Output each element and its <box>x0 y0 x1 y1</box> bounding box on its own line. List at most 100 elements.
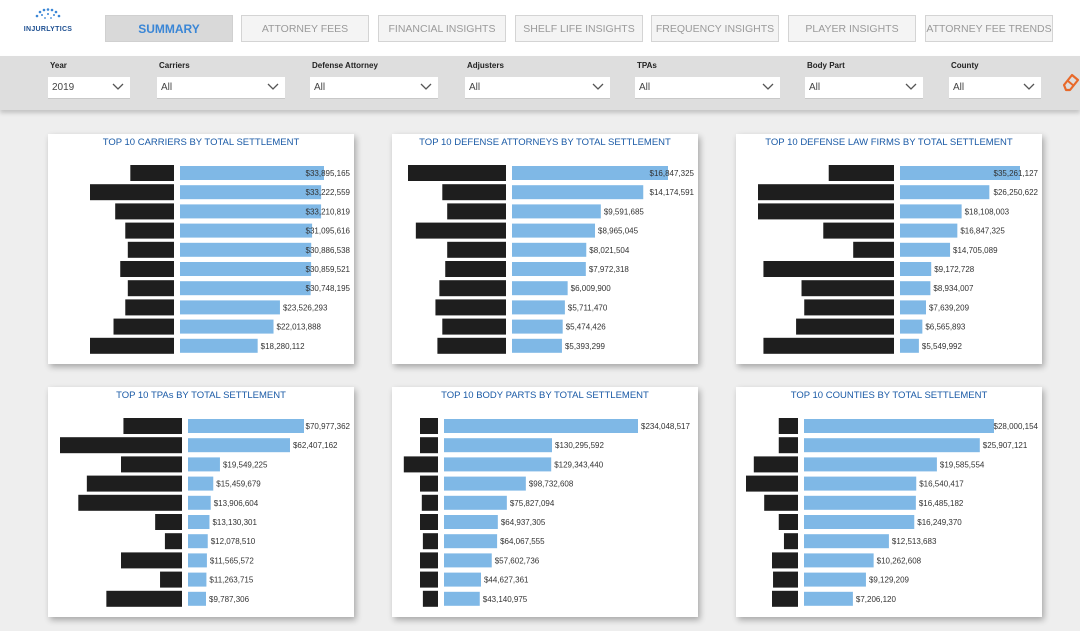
data-label: $14,705,089 <box>953 246 998 255</box>
data-label: $7,206,120 <box>856 595 897 604</box>
year-dropdown-value: 2019 <box>52 82 75 93</box>
bar[interactable] <box>804 572 866 587</box>
bar[interactable] <box>900 338 919 353</box>
bar[interactable] <box>512 262 586 276</box>
bar[interactable] <box>900 185 990 200</box>
body-part-dropdown[interactable]: All <box>805 77 923 99</box>
tab-summary[interactable]: SUMMARY <box>105 15 233 42</box>
bar[interactable] <box>900 281 931 296</box>
chevron-down-icon <box>267 83 279 90</box>
bar[interactable] <box>188 476 214 491</box>
data-label: $9,172,728 <box>934 265 975 274</box>
tpas-dropdown[interactable]: All <box>635 77 780 99</box>
redacted-category-label <box>415 222 506 239</box>
bar[interactable] <box>900 300 926 315</box>
bar[interactable] <box>180 204 322 219</box>
chevron-down-icon <box>592 83 604 90</box>
bar[interactable] <box>900 242 951 257</box>
bar[interactable] <box>900 204 962 219</box>
bar[interactable] <box>900 166 1020 180</box>
redacted-category-label <box>772 552 798 569</box>
chart-title: TOP 10 DEFENSE LAW FIRMS BY TOTAL SETTLE… <box>765 137 1013 148</box>
redacted-category-label <box>130 165 174 181</box>
tab-attorney-fee-trends[interactable]: ATTORNEY FEE TRENDS <box>925 15 1053 42</box>
defense-attorney-dropdown[interactable]: All <box>310 77 438 99</box>
bar[interactable] <box>512 204 601 219</box>
bar[interactable] <box>804 495 916 510</box>
bar[interactable] <box>444 438 553 453</box>
bar[interactable] <box>188 534 208 549</box>
bar[interactable] <box>512 281 568 296</box>
redacted-category-label <box>753 456 798 473</box>
bar[interactable] <box>188 515 210 529</box>
redacted-category-label <box>823 222 894 239</box>
bar[interactable] <box>512 166 668 180</box>
bar[interactable] <box>512 338 562 353</box>
bar[interactable] <box>512 319 563 334</box>
bar[interactable] <box>180 338 258 353</box>
bar[interactable] <box>444 419 638 433</box>
bar[interactable] <box>180 319 274 334</box>
bar[interactable] <box>444 534 498 549</box>
bar[interactable] <box>444 476 526 491</box>
bar[interactable] <box>512 223 596 238</box>
bar[interactable] <box>512 185 644 200</box>
bar[interactable] <box>804 553 874 568</box>
chart-card-defense-attorneys: TOP 10 DEFENSE ATTORNEYS BY TOTAL SETTLE… <box>392 134 698 364</box>
county-dropdown[interactable]: All <box>949 77 1041 99</box>
bar[interactable] <box>900 223 958 238</box>
bar[interactable] <box>180 185 322 200</box>
bar[interactable] <box>900 319 923 334</box>
bar[interactable] <box>804 534 889 549</box>
bar[interactable] <box>188 553 207 568</box>
tab-financial-insights[interactable]: FINANCIAL INSIGHTS <box>378 15 506 42</box>
year-dropdown[interactable]: 2019 <box>48 77 130 99</box>
bar[interactable] <box>180 223 313 238</box>
tab-player-insights[interactable]: PLAYER INSIGHTS <box>788 15 916 42</box>
redacted-category-label <box>763 337 894 354</box>
data-label: $26,250,622 <box>994 188 1039 197</box>
bar[interactable] <box>444 572 481 587</box>
tab-attorney-fees[interactable]: ATTORNEY FEES <box>241 15 369 42</box>
data-label: $8,965,045 <box>598 227 639 236</box>
eraser-icon[interactable] <box>1060 71 1080 93</box>
bar[interactable] <box>180 262 312 276</box>
bar[interactable] <box>804 515 915 529</box>
bar[interactable] <box>512 242 587 257</box>
adjusters-dropdown[interactable]: All <box>465 77 610 99</box>
bar[interactable] <box>180 300 280 315</box>
bar[interactable] <box>180 242 312 257</box>
redacted-category-label <box>78 494 182 511</box>
bar[interactable] <box>444 495 507 510</box>
top-nav-bar: INJURLYTICS SUMMARY ATTORNEY FEES FINANC… <box>0 0 1080 56</box>
bar[interactable] <box>900 262 932 276</box>
bar[interactable] <box>444 515 498 529</box>
bar[interactable] <box>188 457 220 472</box>
bar[interactable] <box>804 419 994 433</box>
data-label: $33,222,559 <box>306 188 351 197</box>
bar[interactable] <box>512 300 565 315</box>
tab-shelf-life-insights[interactable]: SHELF LIFE INSIGHTS <box>515 15 643 42</box>
bar[interactable] <box>804 438 980 453</box>
bar[interactable] <box>188 495 211 510</box>
tab-frequency-insights[interactable]: FREQUENCY INSIGHTS <box>651 15 779 42</box>
bar[interactable] <box>444 457 552 472</box>
bar[interactable] <box>188 572 207 587</box>
bar[interactable] <box>804 476 917 491</box>
bar[interactable] <box>188 438 290 453</box>
bar[interactable] <box>188 419 304 433</box>
bar[interactable] <box>804 591 853 606</box>
bar[interactable] <box>180 166 324 180</box>
chart-card-body-parts: TOP 10 BODY PARTS BY TOTAL SETTLEMENT $2… <box>392 387 698 617</box>
chevron-down-icon <box>1023 83 1035 90</box>
injurlytics-logo[interactable]: INJURLYTICS <box>18 6 78 50</box>
carriers-dropdown[interactable]: All <box>157 77 285 99</box>
bar[interactable] <box>188 591 206 606</box>
data-label: $98,732,608 <box>529 480 574 489</box>
data-label: $11,565,572 <box>210 556 254 565</box>
bar-chart: $28,000,154 $25,907,121 $19,585,554 $16,540… <box>746 418 1039 607</box>
bar[interactable] <box>444 553 492 568</box>
bar[interactable] <box>180 281 311 296</box>
bar[interactable] <box>444 591 480 606</box>
bar[interactable] <box>804 457 937 472</box>
